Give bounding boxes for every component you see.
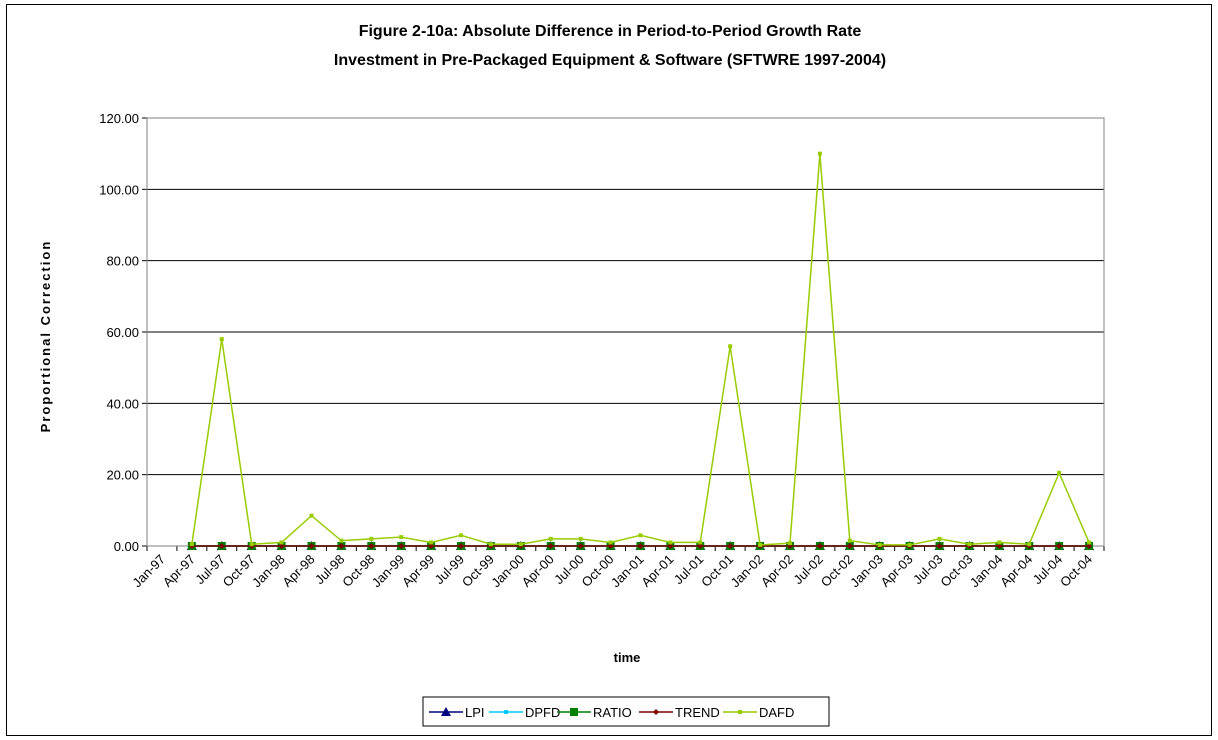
y-tick-label: 40.00 [106,396,139,411]
legend-swatch-marker [738,710,742,714]
data-point-dafd [609,540,613,544]
legend-swatch-marker [504,710,508,714]
x-tick-label: Jan-99 [369,552,408,591]
data-point-dafd [728,344,732,348]
x-tick-label: Apr-04 [997,552,1035,590]
chart-frame: Figure 2-10a: Absolute Difference in Per… [6,4,1212,736]
data-point-dafd [818,152,822,156]
x-tick-label: Apr-01 [638,552,676,590]
data-point-dafd [339,539,343,543]
legend-label: LPI [465,705,485,720]
x-tick-label: Apr-97 [160,552,198,590]
y-tick-label: 120.00 [99,111,139,126]
gridlines [142,118,1104,551]
data-point-dafd [190,542,194,546]
series-dafd [190,152,1091,547]
line-chart: Figure 2-10a: Absolute Difference in Per… [7,5,1213,737]
x-tick-label: Jan-04 [967,552,1006,591]
y-tick-label: 60.00 [106,325,139,340]
y-tick-labels: 0.00 20.00 40.00 60.00 80.00 100.00 120.00 [99,111,139,554]
data-point-dafd [309,514,313,518]
data-point-dafd [878,543,882,547]
y-tick-label: 80.00 [106,254,139,269]
chart-title: Figure 2-10a: Absolute Difference in Per… [359,23,862,40]
data-point-dafd [788,541,792,545]
x-tick-label: Apr-02 [758,552,796,590]
data-point-dafd [489,542,493,546]
legend-label: DAFD [759,705,794,720]
series-line-dafd [192,154,1089,545]
y-tick-label: 100.00 [99,182,139,197]
data-point-dafd [698,540,702,544]
data-point-dafd [908,543,912,547]
legend-swatch-marker [570,708,578,716]
data-point-dafd [1027,542,1031,546]
data-point-dafd [369,537,373,541]
data-point-dafd [399,535,403,539]
legend-label: TREND [675,705,720,720]
data-point-dafd [549,537,553,541]
legend-label: DPFD [525,705,560,720]
x-tick-label: Apr-00 [519,552,557,590]
data-point-dafd [638,533,642,537]
data-point-dafd [997,540,1001,544]
data-point-dafd [459,533,463,537]
data-point-dafd [938,537,942,541]
data-point-dafd [519,542,523,546]
data-point-dafd [967,542,971,546]
data-point-dafd [250,542,254,546]
legend-label: RATIO [593,705,632,720]
data-point-dafd [429,540,433,544]
data-point-dafd [668,540,672,544]
x-tick-label: Apr-03 [878,552,916,590]
x-axis-title: time [614,650,641,665]
data-point-dafd [280,540,284,544]
x-tick-label: Jan-01 [608,552,647,591]
data-point-dafd [1057,471,1061,475]
y-tick-label: 20.00 [106,468,139,483]
x-tick-label: Jan-03 [847,552,886,591]
x-tick-label: Jan-97 [129,552,168,591]
x-tick-label: Jan-98 [249,552,288,591]
y-tick-label: 0.00 [114,539,139,554]
x-tick-label: Oct-04 [1057,552,1095,590]
data-point-dafd [758,543,762,547]
series-lines [187,152,1094,550]
data-point-dafd [220,337,224,341]
x-tick-label: Apr-98 [279,552,317,590]
data-point-dafd [1087,540,1091,544]
y-axis-title: Proportional Correction [38,240,53,433]
x-tick-labels: Jan-97Apr-97Jul-97Oct-97Jan-98Apr-98Jul-… [129,552,1095,591]
x-tick-label: Jan-02 [727,552,766,591]
x-tick-label: Apr-99 [399,552,437,590]
data-point-dafd [579,537,583,541]
series-trend [189,543,1092,549]
data-point-dafd [848,539,852,543]
chart-subtitle: Investment in Pre-Packaged Equipment & S… [334,52,886,69]
x-tick-label: Jan-00 [488,552,527,591]
